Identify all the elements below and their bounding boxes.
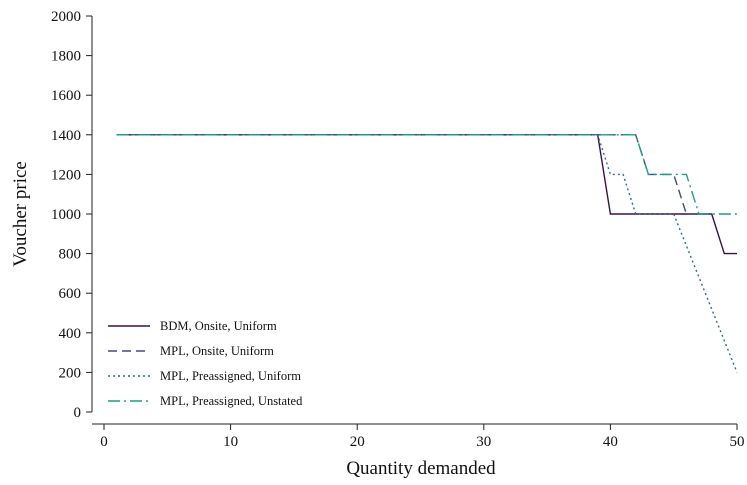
legend: BDM, Onsite, Uniform MPL, Onsite, Uniform… — [108, 319, 303, 408]
y-tick-label: 200 — [59, 365, 82, 381]
series-line-3 — [116, 134, 738, 373]
series-line-1 — [116, 134, 737, 255]
legend-label: MPL, Preassigned, Uniform — [160, 369, 301, 383]
legend-label: MPL, Onsite, Uniform — [160, 344, 274, 358]
x-tick-label: 20 — [350, 434, 365, 450]
y-tick-label: 600 — [59, 286, 82, 302]
y-tick-label: 800 — [59, 247, 82, 263]
y-tick-label: 1400 — [51, 128, 81, 144]
y-axis-title: Voucher price — [10, 161, 31, 267]
x-tick-label: 40 — [603, 434, 618, 450]
y-axis: 0 200 400 600 800 1000 1200 1400 1600 1800 2000 — [51, 9, 93, 421]
y-tick-label: 400 — [59, 326, 82, 342]
y-tick-label: 2000 — [51, 9, 81, 25]
x-tick-label: 50 — [730, 434, 745, 450]
x-axis-title: Quantity demanded — [346, 458, 496, 479]
series-line-2 — [116, 134, 712, 215]
x-axis: 0 10 20 30 40 50 — [92, 423, 745, 450]
y-tick-label: 1000 — [51, 207, 81, 223]
y-tick-label: 0 — [74, 405, 82, 421]
plot-lines — [116, 134, 738, 373]
y-tick-label: 1200 — [51, 167, 81, 183]
x-tick-label: 0 — [100, 434, 108, 450]
x-tick-label: 10 — [223, 434, 238, 450]
x-tick-label: 30 — [476, 434, 491, 450]
y-tick-label: 1800 — [51, 49, 81, 65]
legend-label: MPL, Preassigned, Unstated — [160, 394, 303, 408]
y-tick-label: 1600 — [51, 88, 81, 104]
legend-label: BDM, Onsite, Uniform — [160, 319, 277, 333]
series-line-4 — [116, 134, 737, 215]
